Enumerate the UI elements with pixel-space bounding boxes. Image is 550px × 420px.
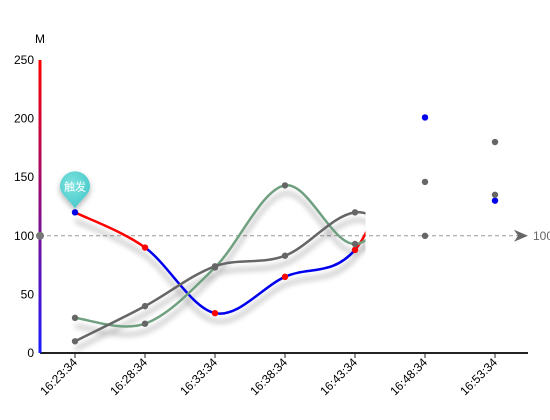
y-tick-label: 250 [14,53,34,67]
x-axis-tick-marks [74,353,496,358]
x-tick-label: 16:38:34 [247,355,290,398]
y-tick-label: 200 [14,112,34,126]
x-tick-label: 16:28:34 [107,355,150,398]
data-point[interactable] [141,244,149,251]
data-point[interactable] [421,178,429,186]
data-point[interactable] [351,246,359,254]
x-tick-label: 16:23:34 [37,355,80,398]
series-line [74,211,366,315]
y-axis-line [38,60,42,353]
y-tick-label: 100 [14,229,34,243]
x-axis-tick-labels: 16:23:34 16:28:34 16:33:34 16:38:34 16:43:34… [37,355,500,398]
data-point[interactable] [421,114,429,121]
data-point[interactable] [211,263,219,270]
y-tick-label: 50 [21,287,35,301]
map-pin-icon [60,171,90,209]
x-tick-label: 16:43:34 [317,355,360,398]
x-tick-label: 16:33:34 [177,355,220,398]
data-point[interactable] [71,209,79,216]
data-points [71,114,499,345]
y-tick-label: 0 [27,346,34,360]
reference-line-label: 100 [533,229,550,243]
data-point[interactable] [141,320,149,327]
data-point[interactable] [491,138,499,146]
reference-line-arrow-icon [514,229,528,242]
data-point[interactable] [211,309,219,317]
x-tick-label: 16:53:34 [457,355,500,398]
x-tick-label: 16:48:34 [387,355,430,398]
data-point[interactable] [351,240,359,248]
data-point[interactable] [71,314,79,322]
data-point[interactable] [71,338,79,345]
reference-line-start-dot [36,231,44,240]
data-point[interactable] [351,209,359,216]
series-layer [74,184,366,343]
data-point[interactable] [281,252,289,259]
data-point[interactable] [491,191,499,198]
y-tick-label: 150 [14,170,34,184]
data-point[interactable] [141,302,149,310]
trigger-marker-label: 触发 [64,179,86,193]
trigger-marker-pin[interactable]: 触发 [60,171,90,209]
data-point[interactable] [421,232,429,239]
y-axis-unit-label: M [35,32,45,46]
data-point[interactable] [281,182,289,189]
data-point[interactable] [491,197,499,204]
data-point[interactable] [281,273,289,281]
y-axis-tick-labels: 0 50 100 150 200 250 [14,53,34,360]
